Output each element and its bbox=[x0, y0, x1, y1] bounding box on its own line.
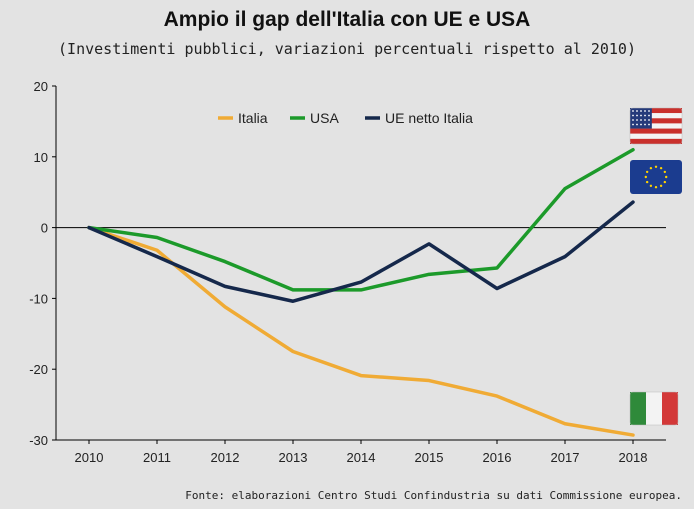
x-tick-label: 2014 bbox=[347, 450, 376, 465]
x-tick-label: 2013 bbox=[279, 450, 308, 465]
legend: Italia USA UE netto Italia bbox=[218, 110, 473, 126]
series-lines bbox=[87, 147, 635, 437]
y-tick-label: -30 bbox=[29, 433, 48, 448]
flags bbox=[629, 107, 683, 426]
chart-title: Ampio il gap dell'Italia con UE e USA bbox=[163, 8, 531, 31]
y-tick-label: 0 bbox=[41, 221, 48, 236]
italy-flag-icon bbox=[629, 391, 679, 426]
x-tick-label: 2015 bbox=[415, 450, 444, 465]
legend-label: USA bbox=[310, 110, 339, 126]
y-tick-label: 10 bbox=[34, 150, 48, 165]
series-line-ue-netto-italia bbox=[87, 200, 635, 303]
y-tick-label: -10 bbox=[29, 291, 48, 306]
eu-flag-icon bbox=[630, 160, 682, 194]
legend-label: UE netto Italia bbox=[385, 110, 473, 126]
series-line-usa bbox=[87, 147, 635, 292]
x-tick-label: 2017 bbox=[551, 450, 580, 465]
series-line-italia bbox=[87, 225, 635, 437]
x-tick-label: 2018 bbox=[619, 450, 648, 465]
x-tick-label: 2010 bbox=[75, 450, 104, 465]
chart-source: Fonte: elaborazioni Centro Studi Confind… bbox=[185, 489, 682, 502]
x-tick-label: 2012 bbox=[211, 450, 240, 465]
y-tick-label: -20 bbox=[29, 362, 48, 377]
chart-subtitle: (Investimenti pubblici, variazioni perce… bbox=[58, 40, 636, 58]
x-tick-label: 2011 bbox=[143, 450, 171, 465]
usa-flag-icon bbox=[629, 107, 683, 145]
x-tick-label: 2016 bbox=[483, 450, 512, 465]
y-tick-label: 20 bbox=[34, 79, 48, 94]
legend-label: Italia bbox=[238, 110, 268, 126]
